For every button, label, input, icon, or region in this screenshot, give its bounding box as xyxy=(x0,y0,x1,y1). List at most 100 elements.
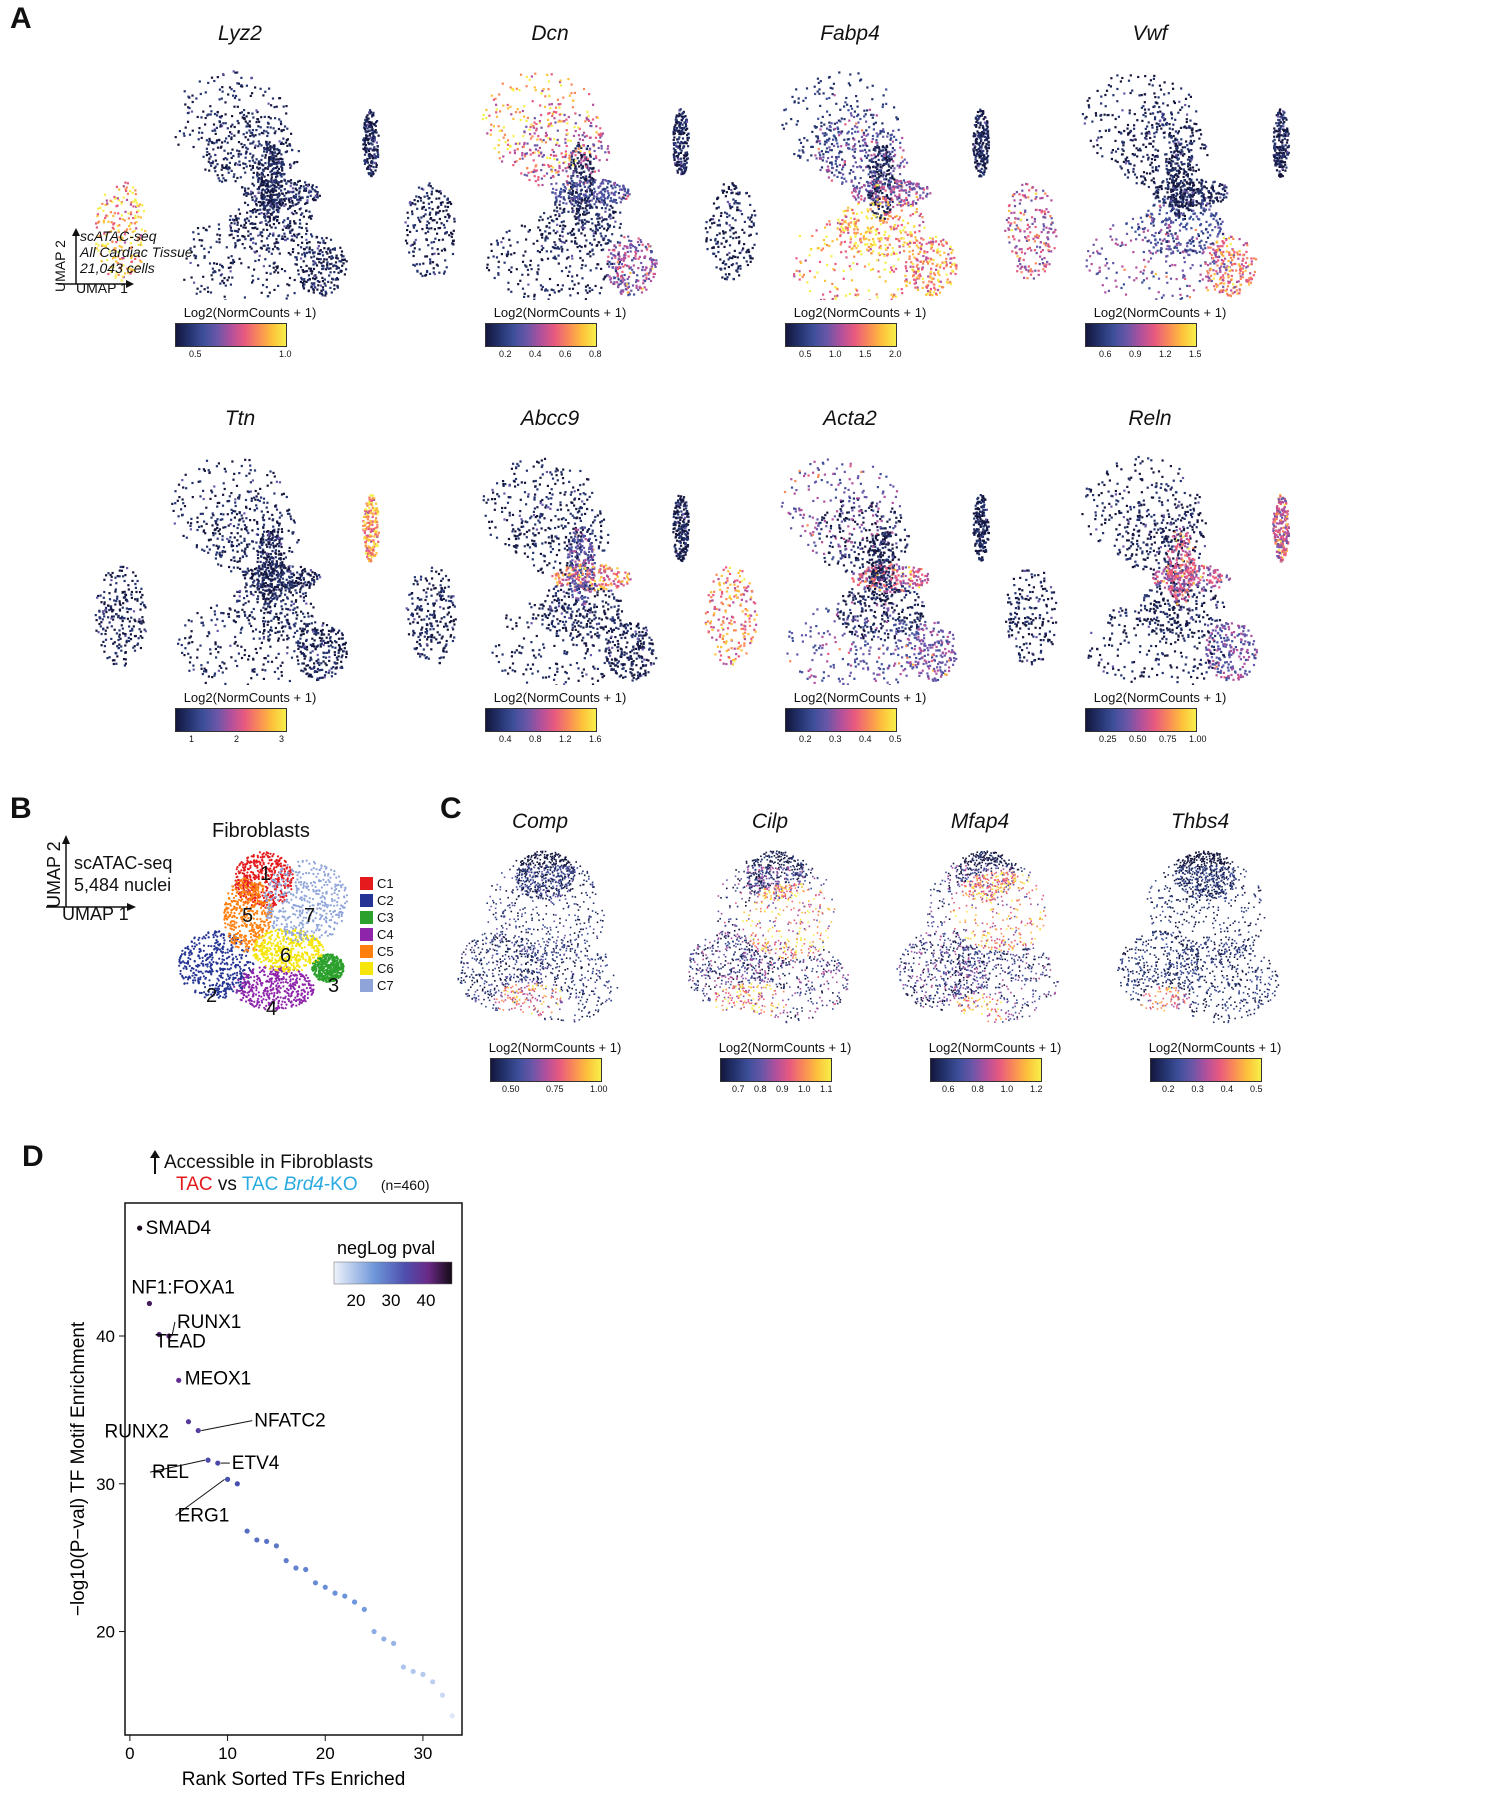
gene-title-c-1: Cilp xyxy=(670,810,870,834)
tf-point xyxy=(166,1333,172,1339)
cluster-legend-label: C3 xyxy=(377,910,394,925)
umap-plot-0 xyxy=(95,70,380,300)
colorbar-label: Log2(NormCounts + 1) xyxy=(1115,1040,1315,1055)
colorbar-tick: 1.5 xyxy=(1189,349,1202,359)
colorbar-tick: 0.5 xyxy=(189,349,202,359)
cluster-legend-item: C7 xyxy=(360,978,394,993)
colorbar-tick: 0.8 xyxy=(971,1084,984,1094)
cluster-legend-label: C1 xyxy=(377,876,394,891)
x-tick-label: 0 xyxy=(125,1744,134,1763)
tf-point xyxy=(351,1599,358,1605)
tf-point xyxy=(371,1628,377,1635)
x-axis-label: Rank Sorted TFs Enriched xyxy=(182,1769,406,1790)
colorbar-label: Log2(NormCounts + 1) xyxy=(150,690,350,705)
cluster-swatch xyxy=(360,911,373,924)
tf-point xyxy=(176,1377,182,1383)
colorbar-tick: 0.75 xyxy=(546,1084,564,1094)
gene-title-6: Acta2 xyxy=(750,407,950,431)
tf-point xyxy=(215,1460,221,1466)
cluster-legend-item: C5 xyxy=(360,944,394,959)
colorbar-tick: 1 xyxy=(189,734,194,744)
colorbar-gradient xyxy=(175,323,287,347)
legend-tick: 40 xyxy=(417,1291,436,1310)
colorbar-tick: 0.4 xyxy=(529,349,542,359)
tf-point xyxy=(195,1427,201,1434)
tf-label: ERG1 xyxy=(178,1505,230,1526)
colorbar-gradient xyxy=(485,708,597,732)
tf-point xyxy=(293,1565,299,1571)
colorbar-gradient xyxy=(175,708,287,732)
tf-point xyxy=(342,1593,348,1599)
colorbar-tick: 0.5 xyxy=(1250,1084,1263,1094)
label-arrow xyxy=(171,1321,176,1337)
gene-title-c-3: Thbs4 xyxy=(1100,810,1300,834)
umap1-label-a: UMAP 1 xyxy=(76,280,128,296)
tf-point xyxy=(137,1225,143,1231)
colorbar-tick: 1.00 xyxy=(1189,734,1207,744)
fibro-umap-0 xyxy=(457,850,619,1023)
colorbar-gradient xyxy=(930,1058,1042,1082)
colorbar-gradient xyxy=(785,323,897,347)
tf-point xyxy=(332,1590,338,1596)
subtitle-vs: vs xyxy=(218,1174,237,1195)
colorbar-tick: 0.2 xyxy=(1162,1084,1175,1094)
gene-title-3: Vwf xyxy=(1050,22,1250,46)
x-tick-label: 30 xyxy=(413,1744,432,1763)
tf-label: RUNX2 xyxy=(104,1422,168,1443)
tf-point xyxy=(254,1537,260,1543)
colorbar-tick: 0.7 xyxy=(732,1084,745,1094)
umap-axis-arrows xyxy=(58,228,134,288)
colorbar-label: Log2(NormCounts + 1) xyxy=(150,305,350,320)
umap-plot-4 xyxy=(94,458,380,685)
colorbar-label: Log2(NormCounts + 1) xyxy=(760,690,960,705)
gene-title-1: Dcn xyxy=(450,22,650,46)
chart-title: Accessible in Fibroblasts xyxy=(164,1152,373,1174)
colorbar-label: Log2(NormCounts + 1) xyxy=(1060,305,1260,320)
tf-point xyxy=(234,1481,240,1487)
tf-label: NFATC2 xyxy=(254,1411,325,1432)
colorbar-label: Log2(NormCounts + 1) xyxy=(685,1040,885,1055)
cluster-swatch xyxy=(360,945,373,958)
colorbar-label: Log2(NormCounts + 1) xyxy=(760,305,960,320)
colorbar-tick: 1.0 xyxy=(798,1084,811,1094)
panel-letter-b: B xyxy=(10,792,32,826)
cluster-legend-item: C3 xyxy=(360,910,394,925)
colorbar-tick: 0.5 xyxy=(889,734,902,744)
assay-line2: All Cardiac Tissue xyxy=(80,244,193,260)
legend-title: negLog pval xyxy=(337,1238,435,1258)
panel-letter-a: A xyxy=(10,2,32,36)
colorbar-tick: 0.2 xyxy=(499,349,512,359)
tf-point xyxy=(273,1543,280,1549)
tf-point xyxy=(312,1580,319,1586)
label-arrow xyxy=(149,1459,206,1473)
tf-point xyxy=(381,1636,387,1642)
colorbar-tick: 0.4 xyxy=(859,734,872,744)
colorbar-tick: 0.8 xyxy=(589,349,602,359)
colorbar-label: Log2(NormCounts + 1) xyxy=(1060,690,1260,705)
assay-note-a: scATAC-seq All Cardiac Tissue 21,043 cel… xyxy=(80,228,193,276)
tf-point xyxy=(449,1713,455,1719)
colorbar-tick: 1.2 xyxy=(1159,349,1172,359)
colorbar-tick: 1.0 xyxy=(829,349,842,359)
cluster-legend-label: C4 xyxy=(377,927,394,942)
tf-point xyxy=(420,1671,426,1678)
assay-line3: 21,043 cells xyxy=(80,260,193,276)
tf-point xyxy=(391,1640,397,1646)
y-tick-label: 30 xyxy=(96,1475,115,1494)
cluster-legend-item: C6 xyxy=(360,961,394,976)
colorbar-tick: 1.2 xyxy=(1030,1084,1043,1094)
cluster-swatch xyxy=(360,962,373,975)
colorbar-label: Log2(NormCounts + 1) xyxy=(895,1040,1095,1055)
gene-title-7: Reln xyxy=(1050,407,1250,431)
fibroblast-cluster-umap: 1 2 3 4 5 67 xyxy=(178,851,348,1020)
cluster-legend-item: C4 xyxy=(360,927,394,942)
cluster-legend-item: C2 xyxy=(360,893,394,908)
y-axis-label: −log10(P−val) TF Motif Enrichment xyxy=(68,1321,89,1616)
tf-label: ETV4 xyxy=(232,1453,280,1474)
cluster-number-7: 7 xyxy=(304,905,315,927)
colorbar-tick: 0.9 xyxy=(1129,349,1142,359)
fibro-umap-2 xyxy=(896,850,1059,1023)
umap1-label-b: UMAP 1 xyxy=(62,904,129,925)
tf-point xyxy=(146,1300,153,1307)
colorbar-gradient xyxy=(720,1058,832,1082)
